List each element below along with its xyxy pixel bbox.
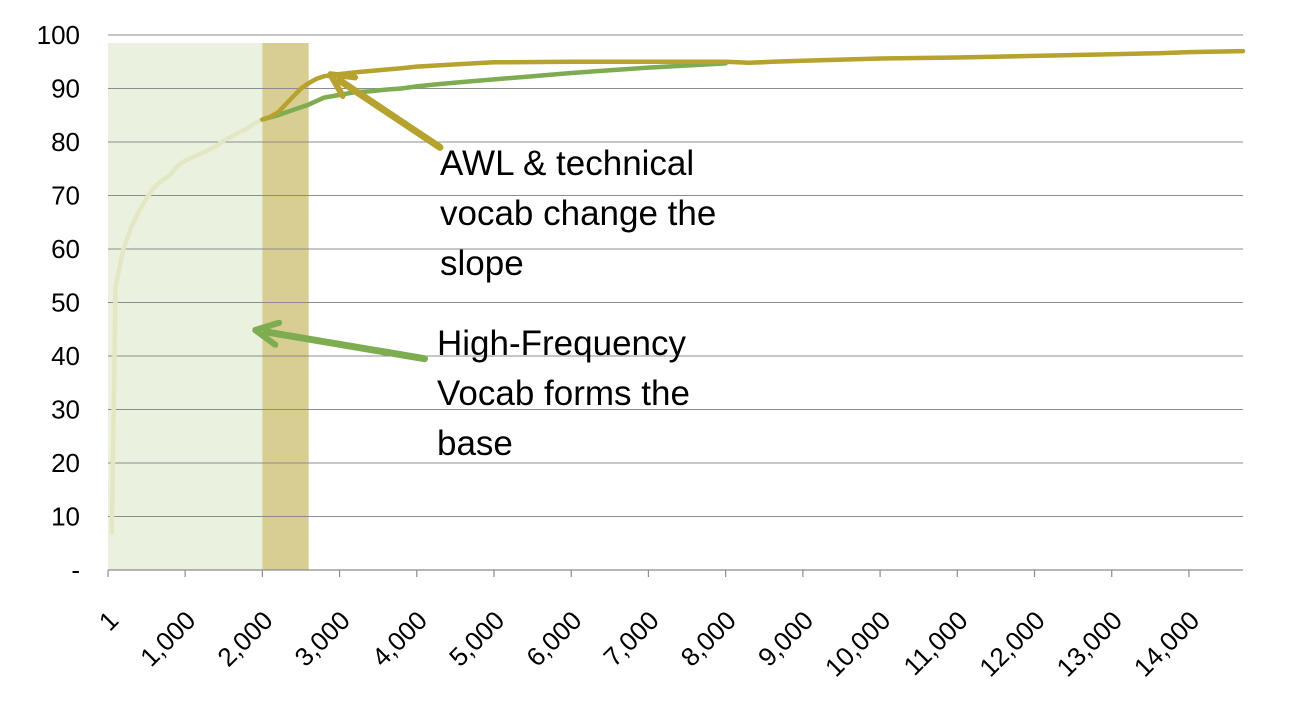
x-tick-label: 4,000	[366, 605, 433, 672]
shaded-regions	[108, 43, 309, 570]
annotation-text-awl: vocab change the	[440, 194, 716, 233]
x-tick-label: 10,000	[819, 605, 896, 682]
x-tick-label: 5,000	[443, 605, 510, 672]
x-tick-label: 8,000	[675, 605, 742, 672]
series-line-2	[260, 48, 1246, 122]
series-line-0	[109, 117, 265, 535]
annotation-text-hf: High-Frequency	[437, 324, 686, 363]
y-tick-label: 80	[51, 127, 80, 157]
x-tick-label: 1,000	[134, 605, 201, 672]
y-tick-label: -	[71, 555, 80, 585]
x-tick-label: 3,000	[289, 605, 356, 672]
y-tick-label: 30	[51, 395, 80, 425]
y-tick-label: 10	[51, 502, 80, 532]
shaded-region-0	[108, 43, 263, 570]
series-lines	[109, 48, 1246, 535]
y-tick-label: 40	[51, 341, 80, 371]
y-tick-label: 50	[51, 288, 80, 318]
x-tick-label: 13,000	[1051, 605, 1128, 682]
annotation-arrow-hf	[266, 332, 429, 363]
x-tick-label: 9,000	[752, 605, 819, 672]
series-line-1	[260, 61, 728, 122]
x-tick-label: 2,000	[211, 605, 278, 672]
x-tick-label: 1	[93, 605, 124, 636]
annotations: AWL & technical vocab change the slope High…	[266, 80, 716, 463]
annotation-text-awl: slope	[440, 244, 524, 283]
y-tick-label: 70	[51, 181, 80, 211]
shaded-region-1	[262, 43, 309, 570]
annotation-arrow-awl	[340, 80, 444, 151]
x-tick-label: 6,000	[520, 605, 587, 672]
x-tick-label: 11,000	[897, 605, 973, 681]
gridlines	[108, 34, 1243, 517]
annotation-text-hf: Vocab forms the	[437, 374, 690, 413]
y-tick-label: 60	[51, 234, 80, 264]
x-tick-label: 12,000	[973, 605, 1050, 682]
y-tick-label: 100	[37, 20, 80, 50]
y-tick-label: 20	[51, 448, 80, 478]
annotation-text-hf: base	[437, 424, 513, 463]
x-tick-label: 7,000	[597, 605, 664, 672]
annotation-text-awl: AWL & technical	[440, 144, 694, 183]
y-tick-label: 90	[51, 74, 80, 104]
x-tick-label: 14,000	[1128, 605, 1205, 682]
